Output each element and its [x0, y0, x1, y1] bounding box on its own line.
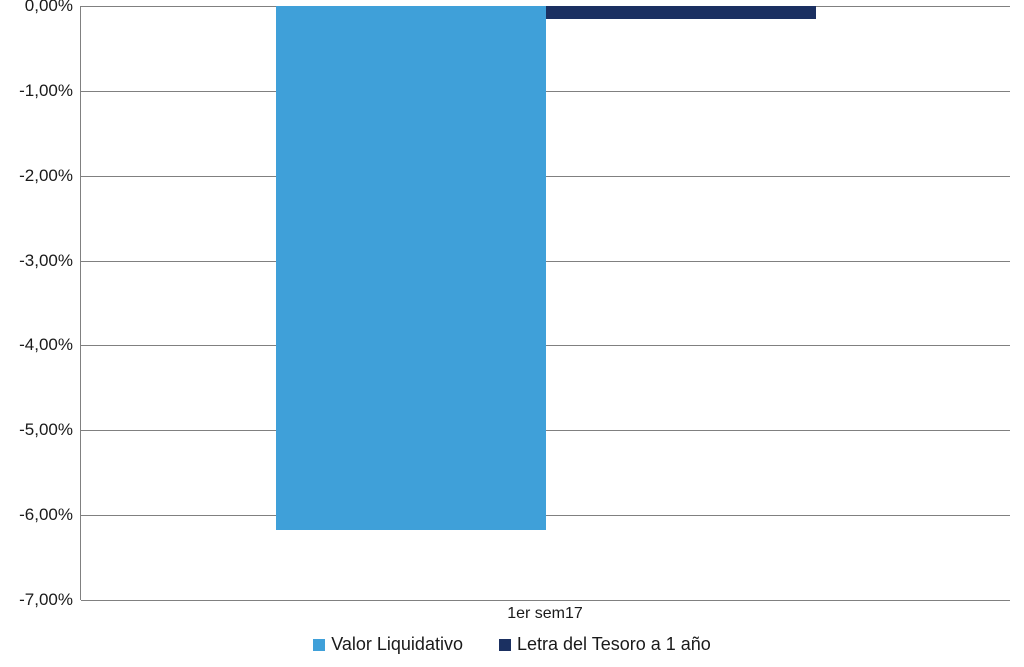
legend-label: Valor Liquidativo [331, 634, 463, 655]
y-tick-label: -5,00% [19, 420, 81, 440]
y-tick-label: -3,00% [19, 251, 81, 271]
gridline [81, 600, 1010, 601]
y-tick-label: -4,00% [19, 335, 81, 355]
y-tick-label: -7,00% [19, 590, 81, 610]
y-tick-label: 0,00% [25, 0, 81, 16]
y-tick-label: -6,00% [19, 505, 81, 525]
y-tick-label: -2,00% [19, 166, 81, 186]
legend-label: Letra del Tesoro a 1 año [517, 634, 711, 655]
bar-letra-del-tesoro-a-1-año [546, 6, 816, 19]
x-category-label: 1er sem17 [507, 605, 583, 623]
bar-chart: 0,00% -1,00% -2,00% -3,00% -4,00% -5,00% -6,00… [0, 0, 1024, 667]
legend-swatch [313, 639, 325, 651]
legend: Valor Liquidativo Letra del Tesoro a 1 añ… [0, 634, 1024, 655]
y-tick-label: -1,00% [19, 81, 81, 101]
plot-area: 0,00%-1,00%-2,00%-3,00%-4,00%-5,00%-6,00… [80, 6, 1010, 600]
legend-swatch [499, 639, 511, 651]
bar-valor-liquidativo [276, 6, 546, 530]
legend-item: Valor Liquidativo [313, 634, 463, 655]
legend-item: Letra del Tesoro a 1 año [499, 634, 711, 655]
